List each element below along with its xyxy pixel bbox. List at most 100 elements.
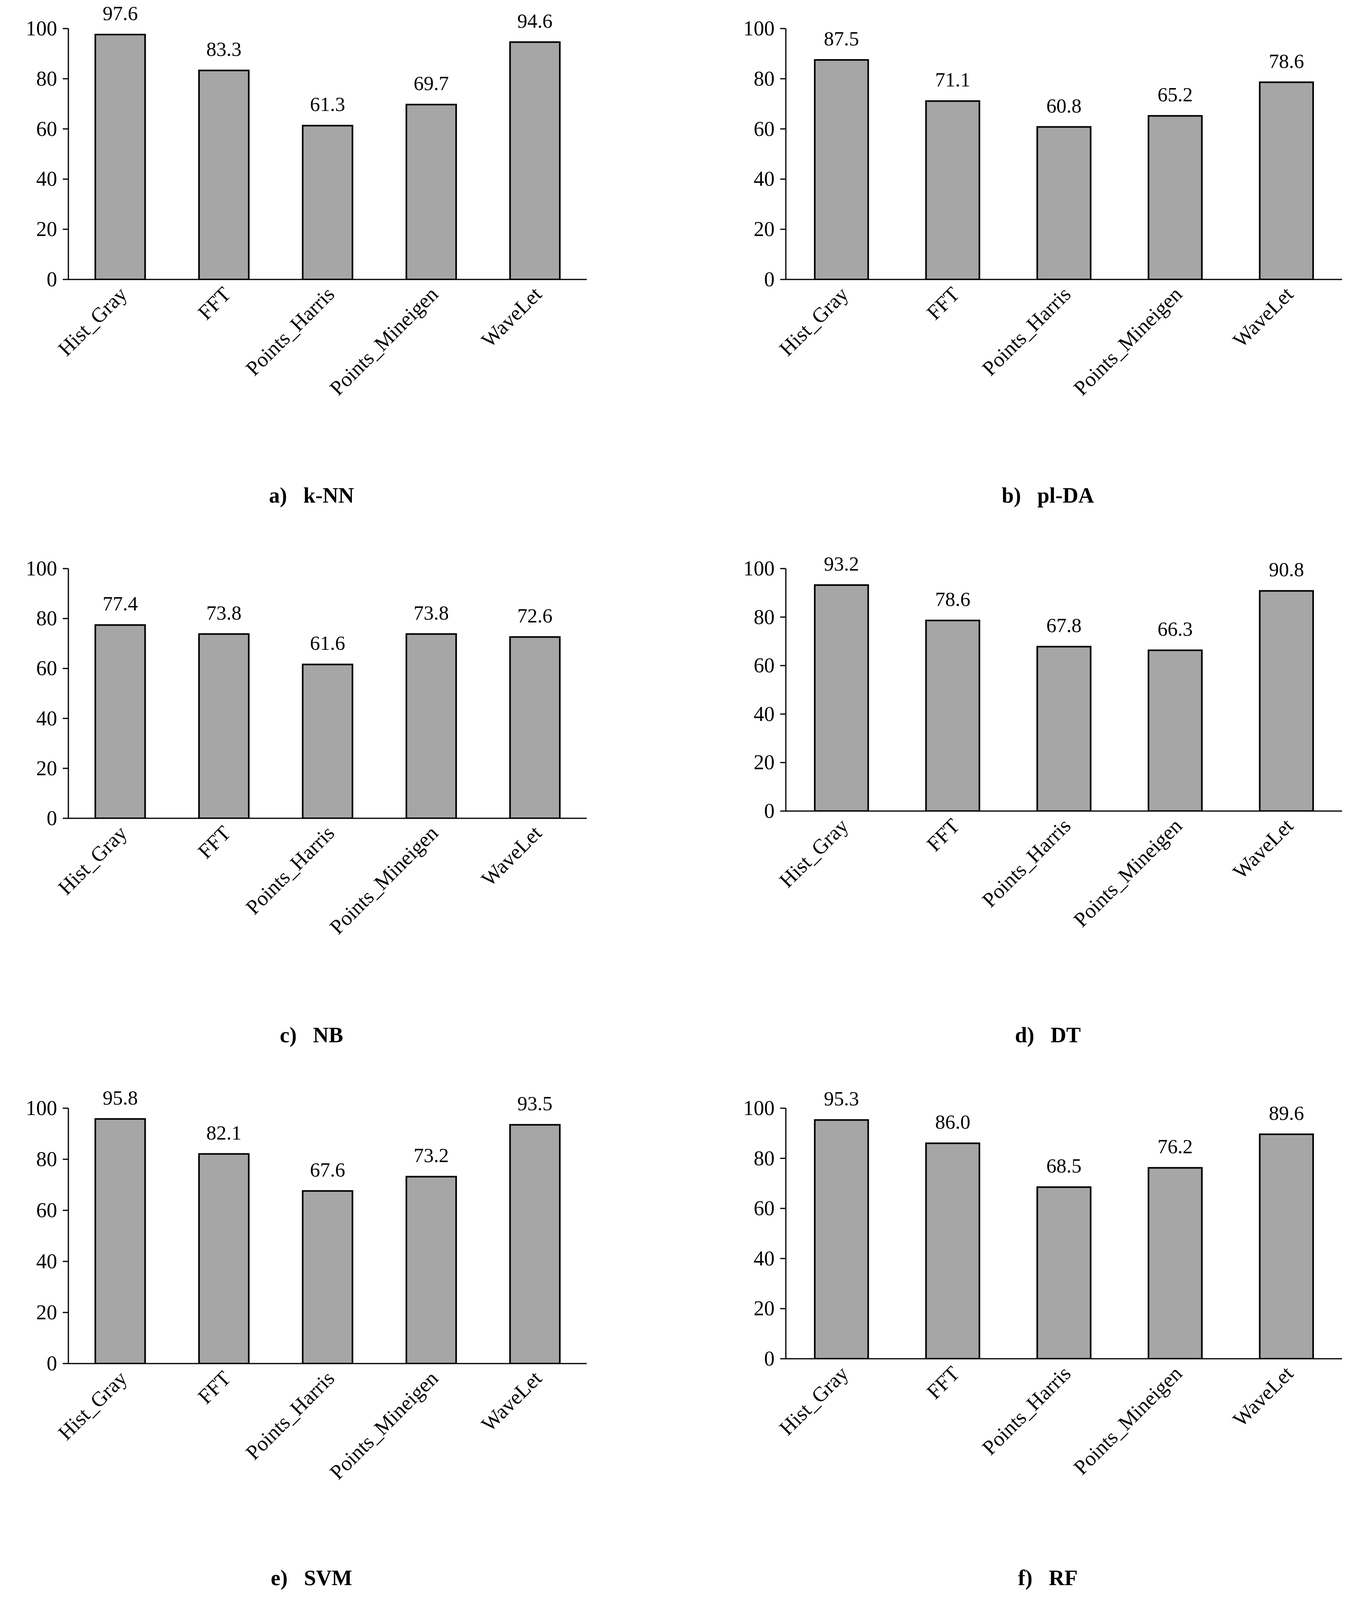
data-label: 94.6 <box>517 9 553 33</box>
bar <box>406 104 457 280</box>
y-tick-label: 60 <box>36 117 58 141</box>
y-tick-label: 100 <box>25 1096 58 1120</box>
y-tick-label: 0 <box>764 799 775 823</box>
y-tick-label: 60 <box>36 656 58 680</box>
panel: 020406080100Hist_GrayFFTPoints_HarrisPoi… <box>25 2 587 508</box>
x-tick-label: FFT <box>922 1361 965 1404</box>
y-tick <box>780 762 786 764</box>
y-tick-label: 20 <box>753 750 775 774</box>
y-tick-label: 20 <box>36 756 58 780</box>
data-label: 78.6 <box>935 587 971 611</box>
y-tick-label: 20 <box>753 1297 775 1320</box>
x-tick-label: Points_Mineigen <box>1068 813 1187 932</box>
bar <box>95 34 146 280</box>
bar <box>1037 1187 1091 1359</box>
y-tick <box>62 668 69 670</box>
y-tick <box>780 1358 786 1360</box>
figure: 020406080100Hist_GrayFFTPoints_HarrisPoi… <box>0 0 1371 1600</box>
y-axis <box>67 568 70 819</box>
y-tick <box>780 713 786 715</box>
panel-title: c) NB <box>279 1023 344 1048</box>
y-tick-label: 60 <box>753 1196 775 1220</box>
x-tick-label: FFT <box>193 1366 236 1409</box>
x-tick-label: Points_Mineigen <box>1068 282 1187 400</box>
x-axis <box>785 1358 1343 1360</box>
y-tick-label: 0 <box>764 1347 775 1371</box>
y-tick-label: 40 <box>753 702 775 726</box>
y-tick-label: 0 <box>764 267 775 291</box>
y-tick-label: 0 <box>46 1352 58 1376</box>
y-tick-label: 100 <box>25 557 58 580</box>
y-axis <box>785 1108 787 1359</box>
y-tick-label: 0 <box>46 806 58 830</box>
x-tick-label: FFT <box>193 282 236 325</box>
y-tick <box>780 1208 786 1210</box>
bars <box>95 1119 560 1364</box>
y-tick-label: 100 <box>743 1096 775 1120</box>
data-label: 86.0 <box>935 1110 971 1134</box>
x-tick-label: Points_Harris <box>241 1366 340 1465</box>
bar <box>509 42 560 280</box>
panel-title: b) pl-DA <box>1001 483 1095 508</box>
data-label: 77.4 <box>102 592 138 615</box>
data-label: 82.1 <box>206 1121 242 1145</box>
x-tick-label: FFT <box>922 813 965 856</box>
data-label: 95.3 <box>824 1087 860 1110</box>
bar <box>1037 646 1091 812</box>
data-label: 61.3 <box>310 92 346 116</box>
panel-title: f) RF <box>1017 1566 1078 1591</box>
x-tick-label: Hist_Gray <box>774 813 853 892</box>
data-label: 67.6 <box>310 1158 346 1182</box>
data-label: 93.5 <box>517 1092 553 1115</box>
data-label: 90.8 <box>1268 558 1305 581</box>
bar <box>814 1120 869 1359</box>
panel-title: a) k-NN <box>269 483 355 508</box>
y-tick <box>62 1107 69 1110</box>
panel-title: d) DT <box>1015 1023 1082 1048</box>
y-tick-label: 40 <box>753 167 775 191</box>
y-tick <box>780 78 786 80</box>
y-tick <box>62 228 69 231</box>
bar <box>814 585 869 812</box>
bar <box>95 624 146 819</box>
panel: 020406080100Hist_GrayFFTPoints_HarrisPoi… <box>743 1087 1343 1591</box>
bar <box>199 634 249 819</box>
x-tick-label: Points_Harris <box>241 821 340 919</box>
data-label: 95.8 <box>102 1086 138 1110</box>
y-tick <box>62 128 69 130</box>
data-label: 78.6 <box>1268 49 1305 73</box>
y-tick-label: 40 <box>36 167 58 191</box>
data-label: 68.5 <box>1046 1154 1082 1178</box>
y-tick-label: 80 <box>753 1146 775 1170</box>
data-label: 71.1 <box>935 68 971 91</box>
y-tick-label: 40 <box>36 1249 58 1273</box>
bar <box>509 1124 560 1364</box>
bar <box>406 1176 457 1364</box>
data-label: 73.2 <box>413 1144 450 1167</box>
data-label: 76.2 <box>1157 1135 1193 1158</box>
y-tick <box>62 1159 69 1161</box>
y-tick <box>62 618 69 620</box>
y-axis <box>785 28 787 280</box>
y-tick <box>62 1363 69 1365</box>
y-tick-label: 20 <box>36 1301 58 1324</box>
y-tick <box>62 178 69 180</box>
y-tick <box>780 1107 786 1110</box>
x-tick-label: WaveLet <box>1228 282 1298 352</box>
y-tick-label: 80 <box>36 606 58 630</box>
bar <box>1037 127 1091 280</box>
y-tick-label: 80 <box>36 1147 58 1171</box>
y-axis <box>67 1108 70 1364</box>
data-label: 65.2 <box>1157 83 1193 106</box>
y-tick <box>780 1257 786 1260</box>
bar <box>1259 1134 1314 1359</box>
x-tick-label: Hist_Gray <box>53 821 132 899</box>
data-label: 72.6 <box>517 604 553 627</box>
x-tick-label: Points_Harris <box>977 1361 1076 1460</box>
y-tick <box>780 568 786 570</box>
data-label: 87.5 <box>824 27 860 50</box>
y-tick-label: 100 <box>743 557 775 580</box>
x-axis <box>68 279 587 281</box>
y-tick-label: 40 <box>753 1247 775 1271</box>
y-tick <box>62 818 69 820</box>
